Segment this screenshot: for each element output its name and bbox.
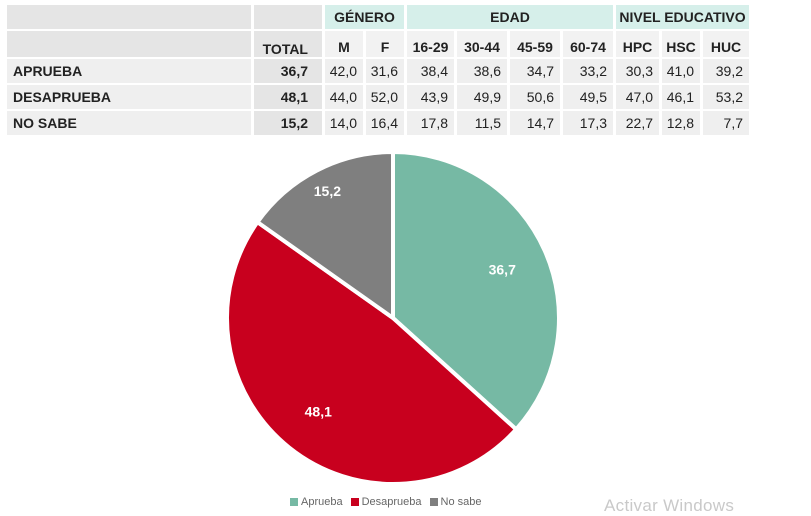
chart-legend: Aprueba Desaprueba No sabe bbox=[290, 496, 482, 508]
table-cell: 46,1 bbox=[662, 85, 700, 109]
table-cell: 7,7 bbox=[703, 111, 749, 135]
table-cell: 38,4 bbox=[407, 59, 454, 83]
legend-item-aprueba: Aprueba bbox=[290, 496, 343, 508]
table-cell: 16,4 bbox=[366, 111, 404, 135]
table-cell: 44,0 bbox=[325, 85, 363, 109]
table-cell: 38,6 bbox=[457, 59, 507, 83]
legend-swatch bbox=[350, 498, 359, 506]
legend-label: Aprueba bbox=[301, 496, 343, 508]
group-nivel-educativo: NIVEL EDUCATIVO bbox=[616, 5, 749, 29]
col-header-huc: HUC bbox=[703, 31, 749, 57]
col-header-30-44: 30-44 bbox=[457, 31, 507, 57]
table-cell: 22,7 bbox=[616, 111, 659, 135]
windows-activation-watermark: Activar Windows bbox=[604, 496, 735, 515]
total-group-cell bbox=[254, 5, 322, 29]
table-row: NO SABE 15,2 14,0 16,4 17,8 11,5 14,7 17… bbox=[7, 111, 749, 135]
table-cell: 52,0 bbox=[366, 85, 404, 109]
pie-label-aprueba: 36,7 bbox=[489, 262, 516, 278]
pie-slice-aprueba bbox=[391, 149, 561, 433]
results-table: GÉNERO EDAD NIVEL EDUCATIVO TOTAL M F 16… bbox=[4, 3, 752, 137]
legend-label: No sabe bbox=[440, 496, 482, 508]
table-cell: 34,7 bbox=[510, 59, 560, 83]
pie-label-no-sabe: 15,2 bbox=[314, 183, 341, 199]
legend-item-desaprueba: Desaprueba bbox=[350, 496, 422, 508]
col-header-hsc: HSC bbox=[662, 31, 700, 57]
table-row: APRUEBA 36,7 42,0 31,6 38,4 38,6 34,7 33… bbox=[7, 59, 749, 83]
group-header-row: GÉNERO EDAD NIVEL EDUCATIVO bbox=[7, 5, 749, 29]
table-cell: 11,5 bbox=[457, 111, 507, 135]
table-cell: 41,0 bbox=[662, 59, 700, 83]
pie-slice-no-sabe bbox=[254, 149, 395, 322]
legend-label: Desaprueba bbox=[361, 496, 422, 508]
table-cell: 42,0 bbox=[325, 59, 363, 83]
table-cell: 49,9 bbox=[457, 85, 507, 109]
table-cell: 50,6 bbox=[510, 85, 560, 109]
row-label-desaprueba: DESAPRUEBA bbox=[7, 85, 251, 109]
table-cell: 33,2 bbox=[563, 59, 613, 83]
table-cell: 17,3 bbox=[563, 111, 613, 135]
pie-slice-desaprueba bbox=[225, 219, 519, 486]
col-header-f: F bbox=[366, 31, 404, 57]
table-cell: 49,5 bbox=[563, 85, 613, 109]
row-total: 15,2 bbox=[254, 111, 322, 135]
col-header-45-59: 45-59 bbox=[510, 31, 560, 57]
table-cell: 14,0 bbox=[325, 111, 363, 135]
row-total: 36,7 bbox=[254, 59, 322, 83]
table-row: DESAPRUEBA 48,1 44,0 52,0 43,9 49,9 50,6… bbox=[7, 85, 749, 109]
corner-cell-2 bbox=[7, 31, 251, 57]
table-cell: 12,8 bbox=[662, 111, 700, 135]
pie-label-desaprueba: 48,1 bbox=[305, 403, 332, 419]
table-cell: 43,9 bbox=[407, 85, 454, 109]
group-genero: GÉNERO bbox=[325, 5, 404, 29]
col-header-60-74: 60-74 bbox=[563, 31, 613, 57]
legend-swatch bbox=[290, 498, 298, 506]
legend-item-no-sabe: No sabe bbox=[429, 496, 482, 508]
table-cell: 53,2 bbox=[703, 85, 749, 109]
table-cell: 39,2 bbox=[703, 59, 749, 83]
table-cell: 31,6 bbox=[366, 59, 404, 83]
table-cell: 14,7 bbox=[510, 111, 560, 135]
table-cell: 17,8 bbox=[407, 111, 454, 135]
table-cell: 47,0 bbox=[616, 85, 659, 109]
table-cell: 30,3 bbox=[616, 59, 659, 83]
col-header-m: M bbox=[325, 31, 363, 57]
row-total: 48,1 bbox=[254, 85, 322, 109]
col-header-16-29: 16-29 bbox=[407, 31, 454, 57]
column-header-row: TOTAL M F 16-29 30-44 45-59 60-74 HPC HS… bbox=[7, 31, 749, 57]
row-label-aprueba: APRUEBA bbox=[7, 59, 251, 83]
legend-swatch bbox=[429, 498, 438, 506]
row-label-no-sabe: NO SABE bbox=[7, 111, 251, 135]
col-header-hpc: HPC bbox=[616, 31, 659, 57]
col-header-total: TOTAL bbox=[254, 31, 322, 57]
group-edad: EDAD bbox=[407, 5, 613, 29]
corner-cell bbox=[7, 5, 251, 29]
